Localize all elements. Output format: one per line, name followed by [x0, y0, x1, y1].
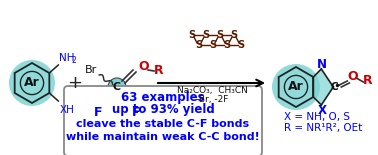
Text: C: C — [113, 82, 121, 92]
Text: O: O — [347, 69, 358, 82]
Text: X: X — [318, 104, 327, 117]
Text: 63 examples: 63 examples — [121, 91, 205, 104]
Text: up to 93% yield: up to 93% yield — [112, 104, 214, 117]
Text: Na₂CO₃,  CH₃CN: Na₂CO₃, CH₃CN — [177, 86, 248, 95]
Text: F: F — [132, 106, 140, 119]
Text: while maintain weak C-C bond!: while maintain weak C-C bond! — [66, 132, 260, 142]
Text: R = NR¹R², OEt: R = NR¹R², OEt — [284, 123, 362, 133]
Text: -Br, -2F: -Br, -2F — [196, 95, 228, 104]
Text: S: S — [189, 30, 195, 40]
Text: S: S — [223, 40, 231, 50]
Text: O: O — [139, 60, 149, 73]
Text: C: C — [330, 82, 338, 92]
Text: N: N — [317, 58, 327, 71]
Text: S: S — [203, 30, 209, 40]
Text: Ar: Ar — [24, 77, 40, 89]
Text: XH: XH — [59, 105, 74, 115]
Text: Ar: Ar — [288, 80, 304, 93]
Ellipse shape — [9, 60, 55, 106]
Text: F: F — [94, 106, 102, 119]
Text: S: S — [237, 40, 245, 50]
FancyBboxPatch shape — [64, 86, 262, 155]
Text: Br: Br — [85, 65, 97, 75]
Text: +: + — [68, 74, 82, 92]
Text: S: S — [231, 30, 237, 40]
Text: S: S — [195, 40, 203, 50]
Circle shape — [108, 78, 126, 96]
Text: NH: NH — [59, 53, 75, 63]
Text: R: R — [154, 64, 164, 78]
Text: 2: 2 — [71, 56, 76, 65]
Text: S: S — [217, 30, 223, 40]
Text: cleave the stable C-F bonds: cleave the stable C-F bonds — [76, 119, 249, 129]
Text: S: S — [209, 40, 217, 50]
Polygon shape — [313, 69, 333, 105]
Text: X = NH, O, S: X = NH, O, S — [284, 112, 350, 122]
Text: R: R — [363, 73, 372, 86]
Ellipse shape — [272, 64, 320, 110]
